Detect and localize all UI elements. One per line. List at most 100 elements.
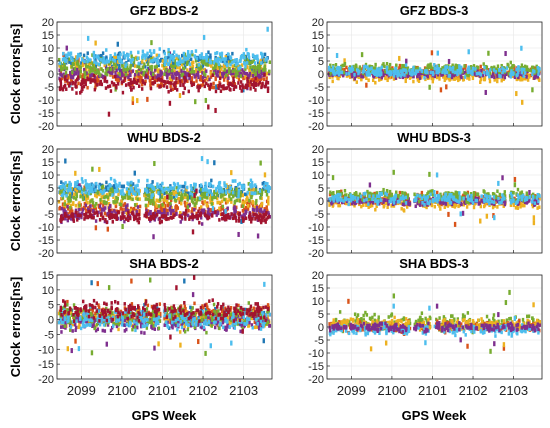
data-point [76, 218, 79, 222]
data-point [129, 208, 133, 213]
data-point [225, 214, 228, 219]
data-point [172, 50, 176, 54]
data-point [219, 208, 222, 212]
data-point [118, 67, 121, 71]
data-point [131, 80, 135, 85]
data-point [250, 82, 254, 87]
data-point [172, 55, 176, 59]
data-point [91, 201, 95, 205]
data-point [173, 198, 177, 202]
data-point [436, 64, 439, 69]
data-point [447, 74, 450, 78]
data-point [194, 182, 197, 187]
data-point [145, 211, 148, 215]
data-point [332, 69, 336, 74]
data-point [104, 206, 107, 210]
data-point [188, 54, 191, 59]
data-point [132, 212, 135, 217]
data-point [165, 211, 168, 215]
data-point [174, 190, 178, 194]
data-point [386, 78, 389, 83]
data-point [174, 65, 177, 70]
data-point [219, 89, 223, 93]
data-point [258, 62, 262, 67]
data-point [87, 63, 91, 67]
data-point [69, 205, 72, 210]
data-point [263, 218, 266, 223]
data-point [206, 195, 209, 200]
data-point [180, 79, 184, 84]
data-point [242, 52, 246, 56]
data-point [150, 184, 154, 188]
data-point [88, 189, 91, 193]
data-point [265, 76, 268, 80]
data-point [184, 209, 188, 213]
data-point [227, 57, 231, 62]
data-point [444, 76, 447, 81]
data-point [149, 86, 153, 91]
data-point [115, 85, 118, 90]
data-point [198, 77, 202, 82]
data-point [163, 62, 167, 67]
data-point [247, 55, 251, 60]
data-point [228, 198, 231, 202]
data-point [339, 66, 342, 70]
data-point [98, 204, 102, 209]
data-point [348, 75, 352, 79]
data-point [177, 192, 181, 196]
data-point [161, 75, 164, 79]
data-point [147, 193, 151, 197]
data-point [170, 75, 174, 79]
data-point [388, 75, 392, 80]
data-point [118, 59, 121, 63]
data-point [130, 87, 133, 92]
data-point [243, 57, 247, 62]
data-point [163, 51, 166, 56]
data-point [260, 71, 263, 76]
data-point [223, 181, 226, 185]
data-point [259, 219, 262, 223]
data-point [507, 64, 510, 68]
data-point [189, 191, 192, 196]
data-point [134, 186, 138, 190]
data-point [242, 70, 246, 74]
data-point [242, 186, 245, 191]
data-point [90, 69, 93, 73]
data-point [518, 201, 521, 206]
data-point [178, 60, 181, 65]
data-point [58, 185, 61, 190]
data-point [64, 216, 67, 221]
data-point [132, 85, 135, 90]
data-point [354, 74, 358, 78]
data-point [533, 199, 536, 203]
data-point [130, 211, 134, 215]
data-point [150, 67, 153, 72]
data-point [443, 71, 447, 75]
data-point [516, 206, 520, 210]
data-point [166, 75, 169, 80]
data-point [146, 60, 149, 64]
data-point [186, 213, 190, 218]
data-point [101, 69, 105, 73]
data-point [97, 62, 101, 67]
y-tick-label: 20 [312, 17, 324, 29]
data-point [265, 186, 268, 190]
data-point [245, 209, 248, 214]
data-point [127, 196, 130, 200]
data-point [230, 212, 233, 216]
data-point [202, 34, 206, 40]
data-point [120, 68, 124, 73]
data-point [77, 185, 80, 190]
data-point [237, 194, 240, 199]
data-point [104, 194, 108, 199]
data-point [221, 72, 224, 76]
data-point [138, 209, 141, 213]
data-point [197, 55, 200, 60]
data-point [224, 200, 228, 205]
data-point [425, 205, 428, 210]
data-point [136, 74, 140, 78]
data-point [64, 79, 67, 83]
data-point [241, 193, 244, 198]
data-point [384, 198, 387, 203]
